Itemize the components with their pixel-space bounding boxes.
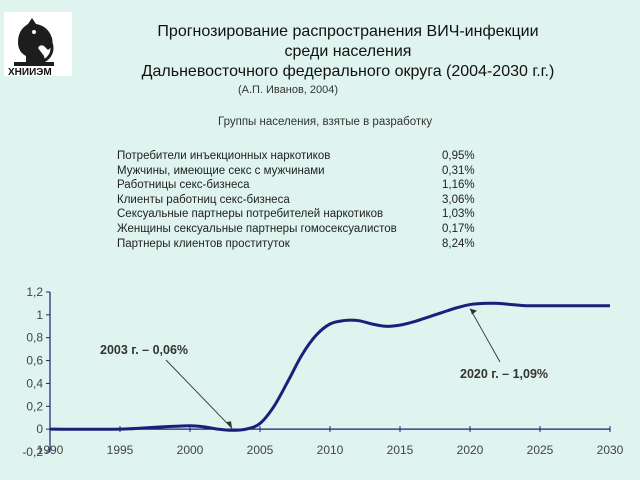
group-name: Работницы секс-бизнеса	[117, 179, 250, 192]
title-line-3: Дальневосточного федерального округа (20…	[141, 63, 555, 80]
annotation-label: 2003 г. – 0,06%	[100, 343, 188, 357]
group-name: Потребители инъекционных наркотиков	[117, 150, 331, 162]
groups-row: Партнеры клиентов проституток 8,24%	[117, 237, 482, 252]
x-tick-label: 2015	[387, 443, 414, 457]
title-line-2: среди населения	[284, 43, 412, 60]
groups-row: Женщины сексуальные партнеры гомосексуал…	[117, 222, 482, 237]
y-tick-label: 0	[36, 422, 43, 436]
x-tick-label: 1995	[107, 443, 134, 457]
annotation-arrowhead	[226, 421, 232, 429]
x-tick-label: 2005	[247, 443, 274, 457]
y-tick-label: -0,2	[22, 445, 43, 459]
y-tick-label: 0,6	[26, 354, 43, 368]
author-citation: (А.П. Иванов, 2004)	[237, 84, 339, 96]
y-tick-label: 0,4	[26, 376, 43, 390]
x-tick-label: 1990	[37, 443, 64, 457]
group-value: 0,31%	[442, 164, 475, 177]
group-name: Клиенты работниц секс-бизнеса	[117, 193, 290, 206]
series-line	[49, 301, 610, 432]
groups-row: Клиенты работниц секс-бизнеса 3,06%	[117, 193, 482, 208]
group-name: Мужчины, имеющие секс с мужчинами	[117, 164, 325, 177]
x-tick-label: 2000	[177, 443, 204, 457]
group-value: 1,16%	[442, 179, 475, 192]
groups-table: Потребители инъекционных наркотиков 0,95…	[117, 149, 482, 251]
group-name: Женщины сексуальные партнеры гомосексуал…	[117, 222, 397, 235]
x-tick-label: 2030	[597, 443, 624, 457]
page-title: Прогнозирование распространения ВИЧ-инфе…	[78, 22, 618, 82]
group-value: 3,06%	[442, 193, 475, 206]
group-value: 0,17%	[442, 222, 475, 235]
group-value: 0,95%	[442, 150, 475, 162]
annotation-arrowhead	[470, 308, 477, 315]
groups-row: Работницы секс-бизнеса 1,16%	[117, 178, 482, 193]
group-name: Сексуальные партнеры потребителей наркот…	[117, 208, 384, 221]
groups-row: Потребители инъекционных наркотиков 0,95…	[117, 149, 482, 164]
y-tick-label: 0,8	[26, 331, 43, 345]
annotation-label: 2020 г. – 1,09%	[460, 367, 548, 381]
annotation-leader	[165, 359, 233, 429]
x-tick-label: 2010	[317, 443, 344, 457]
y-tick-label: 0,2	[26, 399, 43, 413]
forecast-line-chart: -0,2 0 0,2 0,4 0,6 0,8 1 1,2 1990 1995 2000 2005 201…	[22, 285, 624, 459]
x-tick-label: 2025	[527, 443, 554, 457]
y-tick-label: 1,2	[26, 285, 43, 299]
y-tick-label: 1	[36, 308, 43, 322]
logo: ХНИИЭМ	[4, 12, 72, 78]
annotation-leader	[469, 308, 501, 363]
x-tick-label: 2020	[457, 443, 484, 457]
groups-row: Сексуальные партнеры потребителей наркот…	[117, 207, 482, 222]
title-line-1: Прогнозирование распространения ВИЧ-инфе…	[157, 23, 539, 40]
knight-chess-piece-logo-icon: ХНИИЭМ	[4, 12, 72, 78]
group-value: 1,03%	[442, 208, 475, 221]
group-value: 8,24%	[442, 237, 475, 250]
logo-text: ХНИИЭМ	[8, 67, 52, 76]
groups-row: Мужчины, имеющие секс с мужчинами 0,31%	[117, 164, 482, 179]
groups-heading: Группы населения, взятые в разработку	[218, 116, 433, 128]
group-name: Партнеры клиентов проституток	[117, 237, 290, 250]
